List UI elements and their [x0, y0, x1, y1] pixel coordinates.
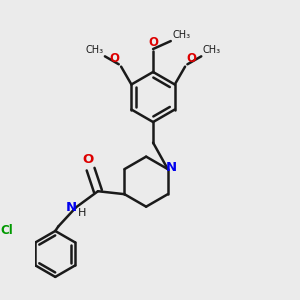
Text: O: O: [148, 36, 158, 49]
Text: Cl: Cl: [1, 224, 13, 237]
Text: CH₃: CH₃: [172, 30, 190, 40]
Text: O: O: [82, 153, 93, 166]
Text: CH₃: CH₃: [85, 45, 103, 55]
Text: H: H: [78, 208, 86, 218]
Text: N: N: [166, 161, 177, 174]
Text: O: O: [187, 52, 196, 65]
Text: N: N: [66, 201, 77, 214]
Text: CH₃: CH₃: [203, 45, 221, 55]
Text: O: O: [110, 52, 120, 65]
